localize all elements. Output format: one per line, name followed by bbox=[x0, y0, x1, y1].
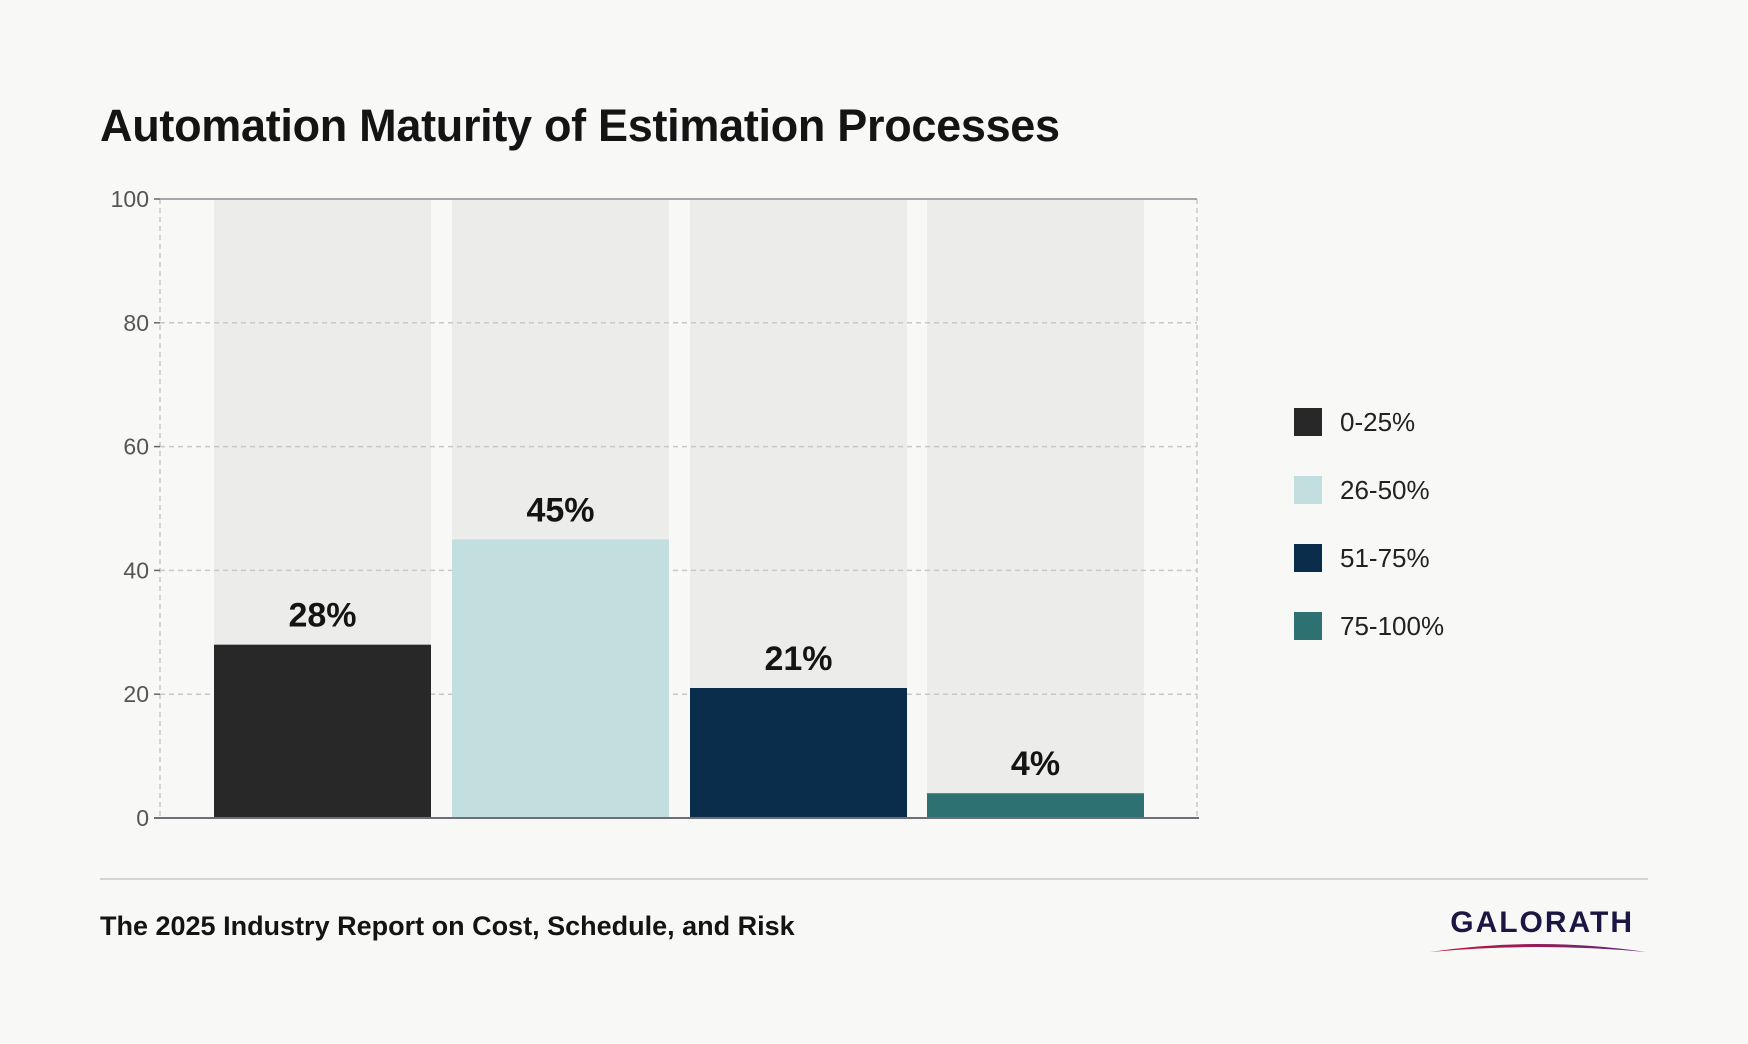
legend-item: 0-25% bbox=[1294, 388, 1444, 456]
bar-track bbox=[927, 199, 1144, 818]
chart-legend: 0-25% 26-50% 51-75% 75-100% bbox=[1294, 388, 1444, 660]
legend-item: 75-100% bbox=[1294, 592, 1444, 660]
legend-swatch bbox=[1294, 408, 1322, 436]
bar-data-label: 4% bbox=[1011, 745, 1060, 783]
legend-item: 51-75% bbox=[1294, 524, 1444, 592]
legend-label: 0-25% bbox=[1340, 406, 1416, 437]
y-tick-label: 20 bbox=[123, 681, 149, 707]
y-tick-label: 100 bbox=[111, 186, 149, 212]
brand-logo: GALORATH bbox=[1428, 902, 1648, 962]
legend-label: 26-50% bbox=[1340, 474, 1430, 505]
legend-label: 51-75% bbox=[1340, 542, 1430, 573]
bar-data-label: 21% bbox=[764, 640, 832, 678]
bar-data-label: 45% bbox=[526, 491, 594, 529]
bar bbox=[927, 793, 1144, 818]
legend-item: 26-50% bbox=[1294, 456, 1444, 524]
legend-swatch bbox=[1294, 544, 1322, 572]
legend-label: 75-100% bbox=[1340, 610, 1445, 641]
y-tick-label: 80 bbox=[123, 310, 149, 336]
y-tick-label: 40 bbox=[123, 557, 149, 583]
brand-wordmark: GALORATH bbox=[1450, 906, 1634, 939]
chart-title: Automation Maturity of Estimation Proces… bbox=[100, 100, 1060, 151]
brand-swoosh-icon bbox=[1430, 944, 1646, 952]
y-tick-label: 0 bbox=[136, 805, 149, 831]
footer-divider bbox=[100, 878, 1648, 880]
legend-swatch bbox=[1294, 476, 1322, 504]
bar-data-label: 28% bbox=[288, 597, 356, 635]
bar bbox=[452, 539, 669, 818]
y-tick-label: 60 bbox=[123, 434, 149, 460]
legend-swatch bbox=[1294, 612, 1322, 640]
bar bbox=[214, 644, 431, 818]
bar bbox=[690, 688, 907, 818]
report-title: The 2025 Industry Report on Cost, Schedu… bbox=[100, 911, 795, 941]
